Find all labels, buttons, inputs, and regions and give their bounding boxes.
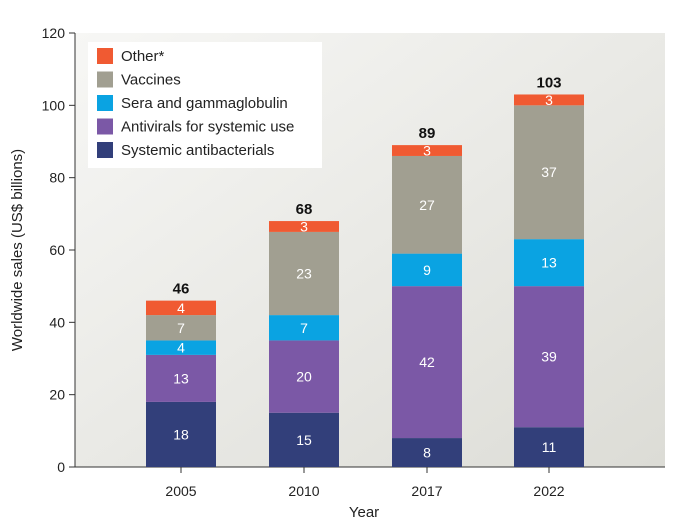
bar-segment bbox=[146, 300, 216, 316]
bar-segment-label: 20 bbox=[296, 369, 312, 385]
bar-segment bbox=[146, 354, 216, 402]
legend-swatch bbox=[97, 95, 113, 111]
x-tick-label: 2017 bbox=[411, 483, 442, 499]
bar-segment-label: 3 bbox=[423, 143, 431, 159]
bar-segment-label: 4 bbox=[177, 300, 185, 316]
bar-segment bbox=[269, 340, 339, 413]
bar-segment-label: 3 bbox=[545, 92, 553, 108]
bar-segment-label: 42 bbox=[419, 354, 435, 370]
legend: Other* Vaccines Sera and gammaglobulin Anti… bbox=[88, 42, 322, 168]
legend-swatch bbox=[97, 142, 113, 158]
bar-segment bbox=[269, 412, 339, 467]
bar-segment-label: 15 bbox=[296, 432, 312, 448]
bar-segment bbox=[269, 221, 339, 232]
legend-entry: Antivirals for systemic use bbox=[121, 119, 294, 136]
bar-segment-label: 23 bbox=[296, 266, 312, 282]
legend-swatch bbox=[97, 118, 113, 135]
bar-segment bbox=[146, 315, 216, 341]
bar-segment bbox=[392, 253, 462, 287]
bar-segment-label: 8 bbox=[423, 445, 431, 461]
y-tick-label: 0 bbox=[57, 459, 65, 475]
bar-segment-label: 7 bbox=[300, 320, 308, 336]
bar-segment-label: 4 bbox=[177, 340, 185, 356]
bar-segment-label: 7 bbox=[177, 320, 185, 336]
bar-segment bbox=[269, 231, 339, 316]
y-axis-title: Worldwide sales (US$ billions) bbox=[9, 149, 26, 351]
bar-total-label: 46 bbox=[173, 281, 190, 298]
x-tick-label: 2005 bbox=[165, 483, 196, 499]
legend-entry: Sera and gammaglobulin bbox=[121, 95, 288, 112]
bar-segment bbox=[392, 286, 462, 439]
bar-segment bbox=[514, 94, 584, 106]
bar-segment bbox=[269, 315, 339, 341]
bar-segment-label: 9 bbox=[423, 262, 431, 278]
bar-segment bbox=[514, 427, 584, 467]
legend-entry: Systemic antibacterials bbox=[121, 142, 274, 159]
bar-segment-label: 13 bbox=[173, 370, 189, 386]
y-axis: 0 20 40 60 80 100 120 bbox=[42, 25, 76, 475]
legend-box bbox=[88, 42, 322, 168]
bar-segment-label: 11 bbox=[542, 439, 557, 455]
bar-total-label: 103 bbox=[536, 74, 561, 91]
bar-segment bbox=[392, 145, 462, 156]
x-tick-label: 2010 bbox=[288, 483, 319, 499]
y-tick-label: 100 bbox=[42, 97, 66, 113]
bar-segment-label: 18 bbox=[173, 426, 189, 442]
bar-segment-label: 37 bbox=[541, 164, 557, 180]
legend-swatch bbox=[97, 71, 113, 88]
y-tick-label: 20 bbox=[49, 387, 65, 403]
x-axis: 2005 2010 2017 2022 bbox=[75, 466, 665, 499]
bar-total-label: 68 bbox=[296, 201, 313, 218]
y-tick-label: 40 bbox=[49, 314, 65, 330]
bar-segment bbox=[514, 239, 584, 287]
legend-swatch bbox=[97, 48, 113, 64]
x-axis-title: Year bbox=[349, 504, 379, 521]
y-tick-label: 60 bbox=[49, 242, 65, 258]
bar-segment-label: 27 bbox=[419, 197, 435, 213]
bar-segment bbox=[514, 286, 584, 428]
y-tick-label: 80 bbox=[49, 170, 65, 186]
bar-segment-label: 39 bbox=[541, 349, 557, 365]
bars: 18 13 4 7 4 15 20 7 23 3 8 42 9 27 3 11 39 13 37 3 bbox=[146, 92, 584, 467]
bar-total-label: 89 bbox=[419, 125, 436, 142]
bar-segment bbox=[146, 340, 216, 355]
bar-segment-label: 3 bbox=[300, 218, 308, 234]
total-labels: 46 68 89 103 bbox=[173, 74, 562, 297]
y-tick-label: 120 bbox=[42, 25, 66, 41]
bar-segment bbox=[392, 155, 462, 254]
legend-entry: Vaccines bbox=[121, 72, 181, 89]
legend-entry: Other* bbox=[121, 48, 165, 65]
x-tick-label: 2022 bbox=[533, 483, 564, 499]
bar-segment bbox=[392, 438, 462, 467]
bar-segment bbox=[514, 105, 584, 240]
bar-segment-label: 13 bbox=[541, 255, 557, 271]
bar-segment bbox=[146, 401, 216, 467]
